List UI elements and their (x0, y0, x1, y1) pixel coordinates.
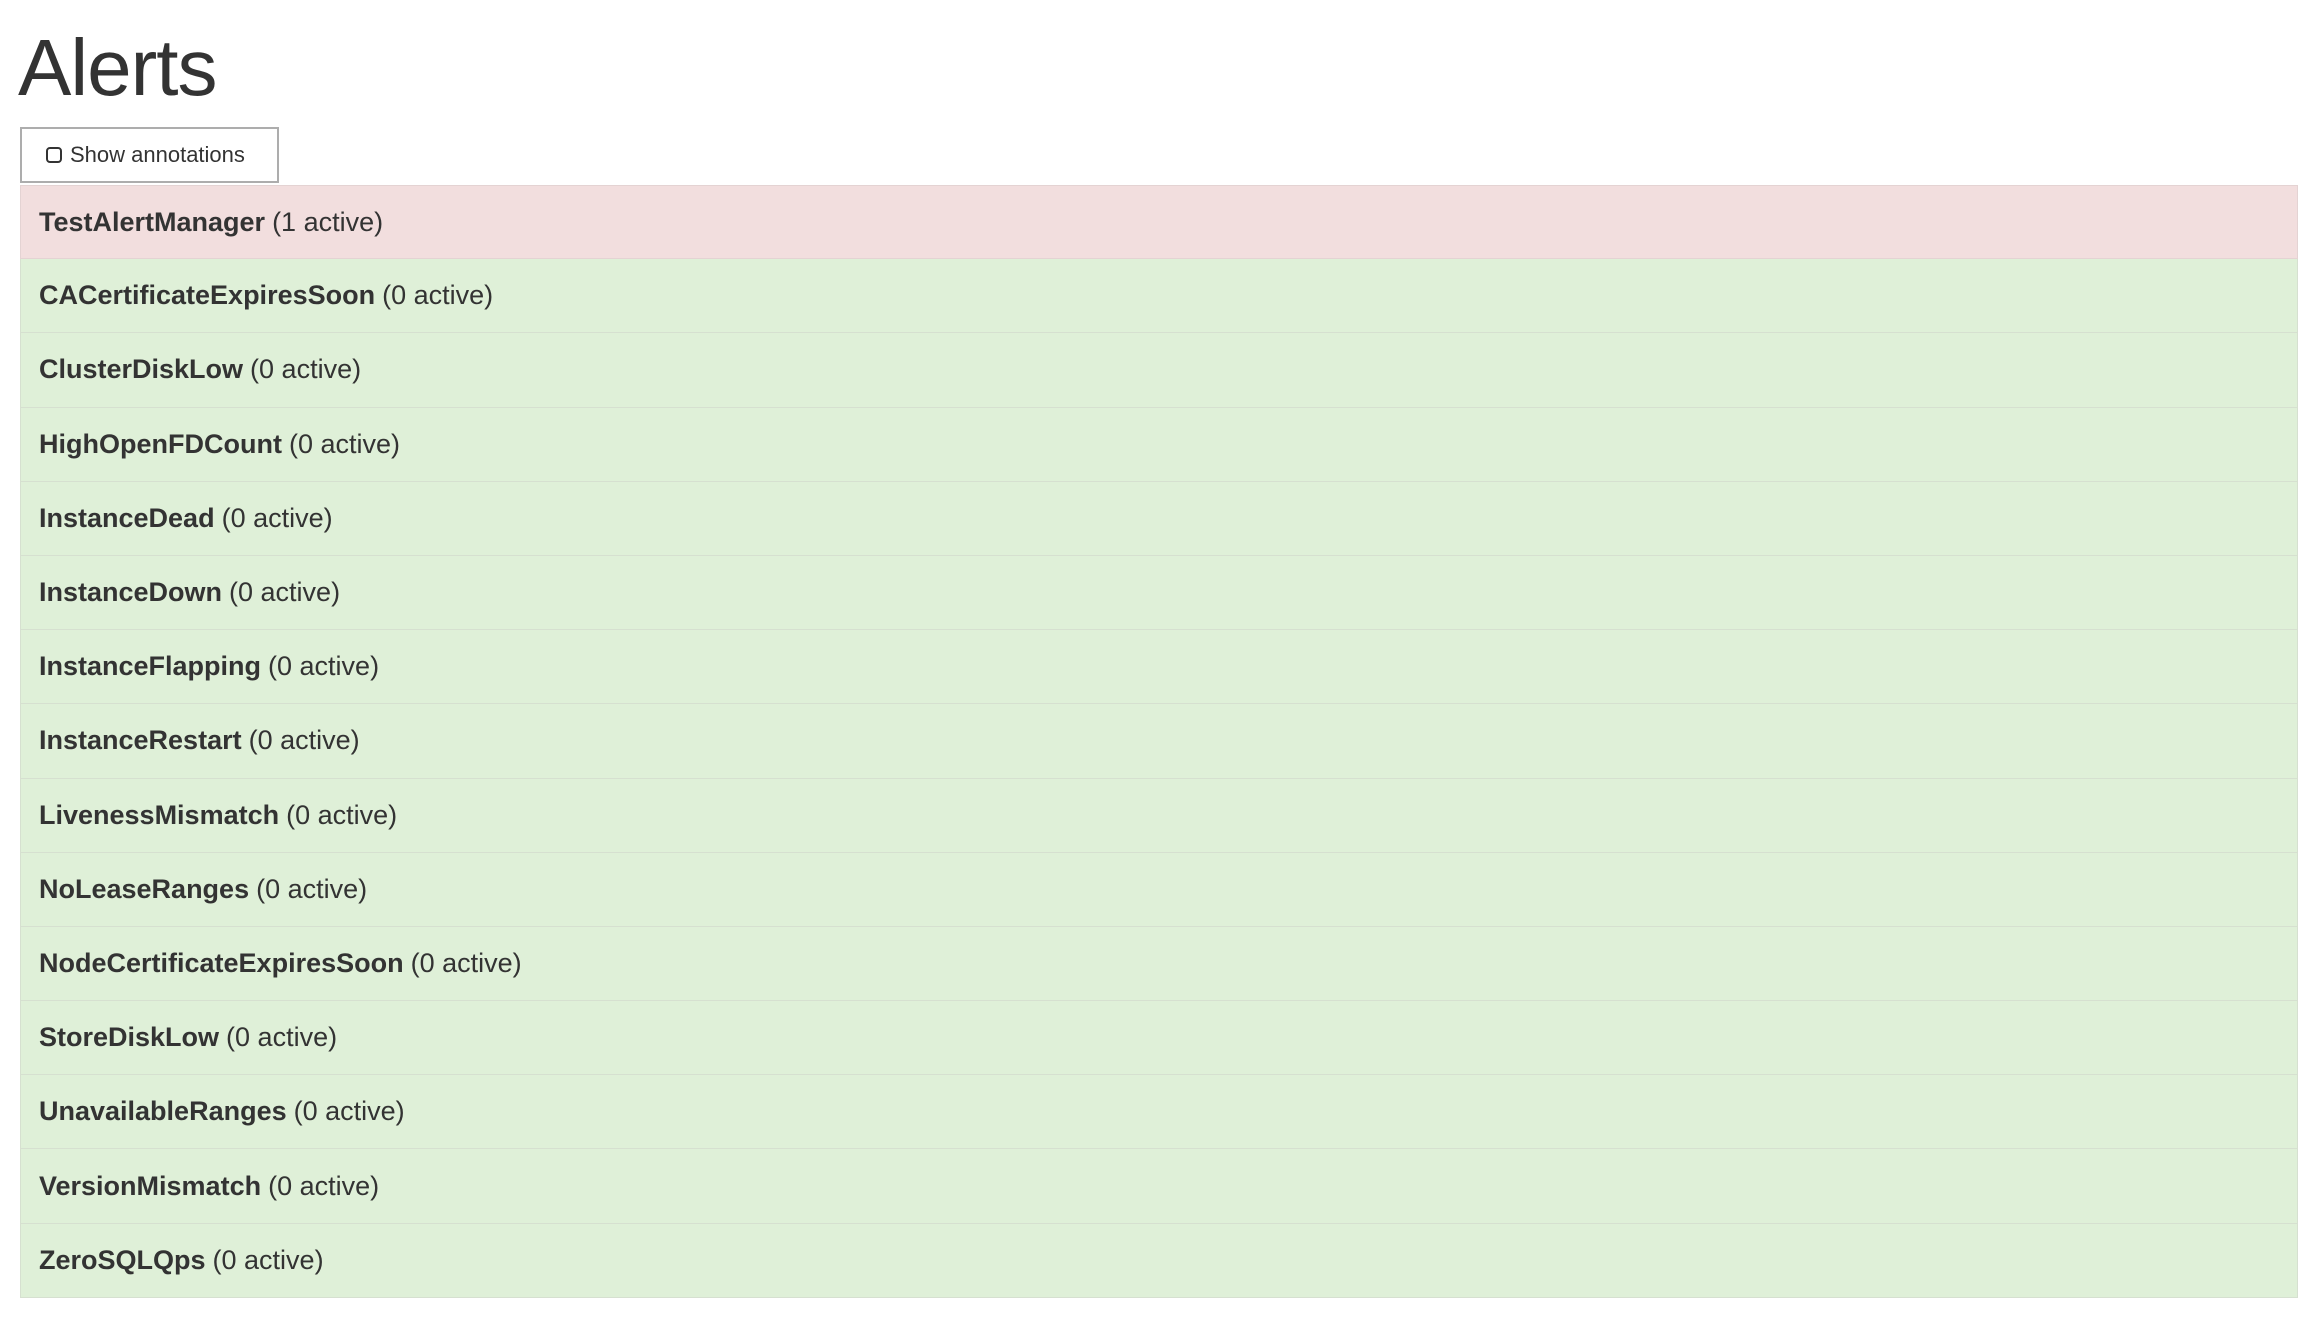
alert-row[interactable]: VersionMismatch (0 active) (20, 1149, 2298, 1224)
alert-row[interactable]: NodeCertificateExpiresSoon (0 active) (20, 926, 2298, 1002)
alert-row[interactable]: TestAlertManager (1 active) (20, 185, 2298, 260)
show-annotations-toggle[interactable]: Show annotations (20, 127, 279, 183)
alert-active-count: (0 active) (226, 1022, 338, 1053)
alert-row[interactable]: NoLeaseRanges (0 active) (20, 852, 2298, 927)
alert-row[interactable]: CACertificateExpiresSoon (0 active) (20, 259, 2298, 334)
alert-name: InstanceFlapping (39, 651, 262, 682)
alert-active-count: (1 active) (272, 206, 384, 237)
page-title: Alerts (18, 23, 217, 112)
alert-row[interactable]: LivenessMismatch (0 active) (20, 778, 2298, 853)
show-annotations-label: Show annotations (70, 142, 245, 167)
alert-row[interactable]: ZeroSQLQps (0 active) (20, 1223, 2298, 1298)
alert-active-count: (0 active) (382, 280, 494, 311)
alert-active-count: (0 active) (212, 1244, 324, 1275)
alert-list: TestAlertManager (1 active) CACertificateE… (20, 185, 2298, 1298)
checkbox-icon[interactable] (46, 147, 62, 163)
alert-row[interactable]: InstanceDead (0 active) (20, 481, 2298, 556)
alert-active-count: (0 active) (256, 873, 368, 904)
alert-row[interactable]: InstanceRestart (0 active) (20, 704, 2298, 779)
alert-active-count: (0 active) (286, 799, 398, 830)
alert-row[interactable]: StoreDiskLow (0 active) (20, 1001, 2298, 1076)
alert-active-count: (0 active) (229, 577, 341, 608)
alert-active-count: (0 active) (268, 1170, 380, 1201)
alert-name: HighOpenFDCount (39, 428, 282, 459)
alert-name: InstanceDead (39, 502, 215, 533)
alert-name: LivenessMismatch (39, 799, 280, 830)
alert-row[interactable]: UnavailableRanges (0 active) (20, 1075, 2298, 1150)
alert-row[interactable]: InstanceFlapping (0 active) (20, 630, 2298, 705)
alert-name: ClusterDiskLow (39, 354, 244, 385)
alert-active-count: (0 active) (250, 354, 362, 385)
alert-name: StoreDiskLow (39, 1022, 220, 1053)
alert-name: InstanceRestart (39, 725, 242, 756)
alert-active-count: (0 active) (288, 428, 400, 459)
alert-name: NoLeaseRanges (39, 873, 250, 904)
alert-name: TestAlertManager (39, 206, 266, 237)
alert-name: ZeroSQLQps (39, 1244, 206, 1275)
alert-active-count: (0 active) (248, 725, 360, 756)
alert-name: CACertificateExpiresSoon (39, 280, 376, 311)
alert-active-count: (0 active) (221, 502, 333, 533)
alert-name: VersionMismatch (39, 1170, 262, 1201)
alert-row[interactable]: InstanceDown (0 active) (20, 555, 2298, 631)
alert-active-count: (0 active) (410, 947, 522, 978)
alert-row[interactable]: ClusterDiskLow (0 active) (20, 333, 2298, 408)
alert-row[interactable]: HighOpenFDCount (0 active) (20, 407, 2298, 482)
alert-name: UnavailableRanges (39, 1096, 287, 1127)
alert-active-count: (0 active) (293, 1096, 405, 1127)
alert-name: NodeCertificateExpiresSoon (39, 947, 404, 978)
alert-name: InstanceDown (39, 577, 223, 608)
alert-active-count: (0 active) (268, 651, 380, 682)
